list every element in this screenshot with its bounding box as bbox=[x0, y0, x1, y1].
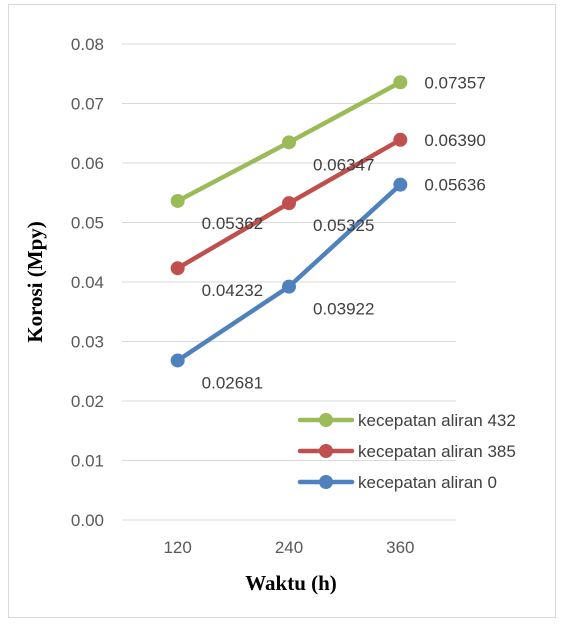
data-label: 0.07357 bbox=[424, 73, 485, 92]
y-tick-label: 0.00 bbox=[71, 511, 104, 530]
x-tick-label: 240 bbox=[275, 538, 303, 557]
y-tick-labels: 0.00 0.01 0.02 0.03 0.04 0.05 0.06 0.07 0.08 bbox=[71, 35, 104, 530]
legend-marker bbox=[319, 475, 333, 489]
data-point bbox=[170, 353, 185, 368]
data-point bbox=[170, 193, 185, 208]
data-label: 0.06347 bbox=[313, 155, 374, 174]
legend-entry: kecepatan aliran 0 bbox=[358, 473, 497, 492]
data-label: 0.06390 bbox=[424, 131, 485, 150]
data-point bbox=[282, 279, 296, 294]
x-tick-label: 120 bbox=[163, 538, 191, 557]
data-label: 0.04232 bbox=[202, 281, 263, 300]
x-axis-title: Waktu (h) bbox=[245, 571, 337, 595]
data-label: 0.05636 bbox=[424, 176, 485, 195]
data-label: 0.02681 bbox=[202, 373, 263, 392]
x-tick-labels: 120 240 360 bbox=[163, 538, 414, 557]
data-point bbox=[393, 75, 408, 90]
y-tick-label: 0.07 bbox=[71, 95, 104, 114]
y-tick-label: 0.06 bbox=[71, 154, 104, 173]
data-point bbox=[393, 132, 408, 147]
y-axis-title: Korosi (Mpy) bbox=[23, 221, 47, 343]
series-line bbox=[175, 182, 403, 363]
legend: kecepatan aliran 432 kecepatan aliran 385… bbox=[297, 411, 516, 492]
data-point bbox=[282, 196, 296, 211]
y-tick-label: 0.03 bbox=[71, 333, 104, 352]
y-tick-label: 0.02 bbox=[71, 392, 104, 411]
data-point bbox=[170, 261, 185, 276]
data-point bbox=[282, 135, 296, 150]
y-tick-label: 0.05 bbox=[71, 214, 104, 233]
legend-marker bbox=[319, 413, 333, 427]
gridlines bbox=[122, 43, 456, 521]
y-tick-label: 0.04 bbox=[71, 273, 104, 292]
data-label: 0.03922 bbox=[313, 300, 374, 319]
legend-entry: kecepatan aliran 432 bbox=[358, 411, 516, 430]
legend-marker bbox=[319, 444, 333, 458]
legend-entry: kecepatan aliran 385 bbox=[358, 442, 516, 461]
data-point bbox=[393, 177, 408, 192]
data-label: 0.05325 bbox=[313, 216, 374, 235]
y-tick-label: 0.01 bbox=[71, 452, 104, 471]
data-label: 0.05362 bbox=[202, 214, 263, 233]
y-tick-label: 0.08 bbox=[71, 35, 104, 54]
x-tick-label: 360 bbox=[386, 538, 414, 557]
series-points bbox=[170, 75, 408, 368]
chart-frame bbox=[8, 4, 556, 618]
data-labels: 0.05362 0.06347 0.07357 0.04232 0.05325 0.063… bbox=[202, 73, 486, 392]
